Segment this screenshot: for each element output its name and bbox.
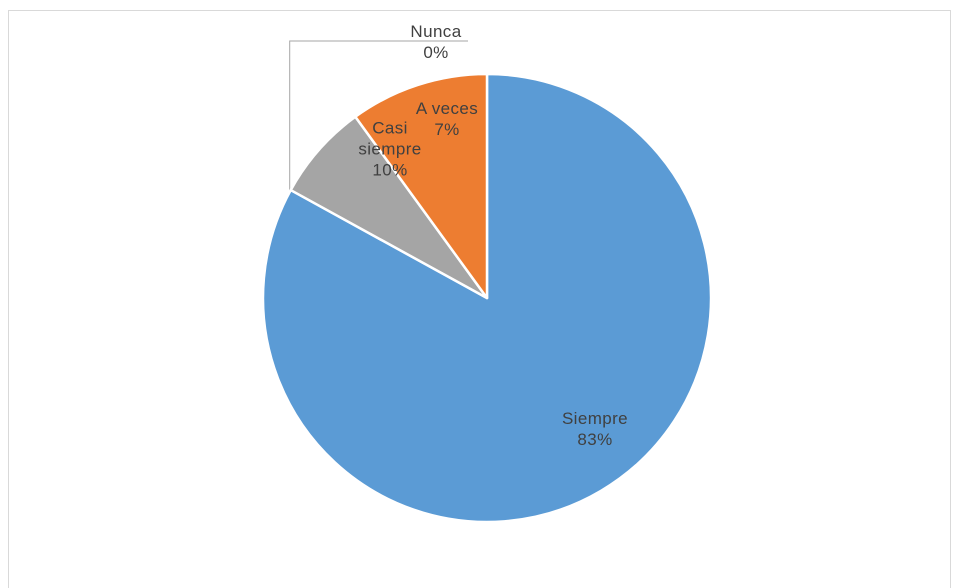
data-label-value-siempre: 83%	[577, 430, 612, 449]
data-label-value-a-veces: 7%	[434, 120, 459, 139]
data-label-category-casi-siempre: Casi	[372, 118, 408, 137]
data-label-category-siempre: Siempre	[562, 409, 628, 428]
data-label-category-a-veces: A veces	[416, 99, 478, 118]
leader-line-nunca	[289, 40, 468, 191]
pie-slice-siempre	[261, 72, 713, 524]
pie-slice-casi-siempre	[354, 72, 489, 300]
data-label-value-casi-siempre: 10%	[372, 160, 407, 179]
data-label-category-nunca: Nunca	[410, 22, 461, 41]
data-label-value-nunca: 0%	[423, 43, 448, 62]
data-label-category-casi-siempre: siempre	[358, 139, 421, 158]
chart-frame	[8, 10, 951, 588]
